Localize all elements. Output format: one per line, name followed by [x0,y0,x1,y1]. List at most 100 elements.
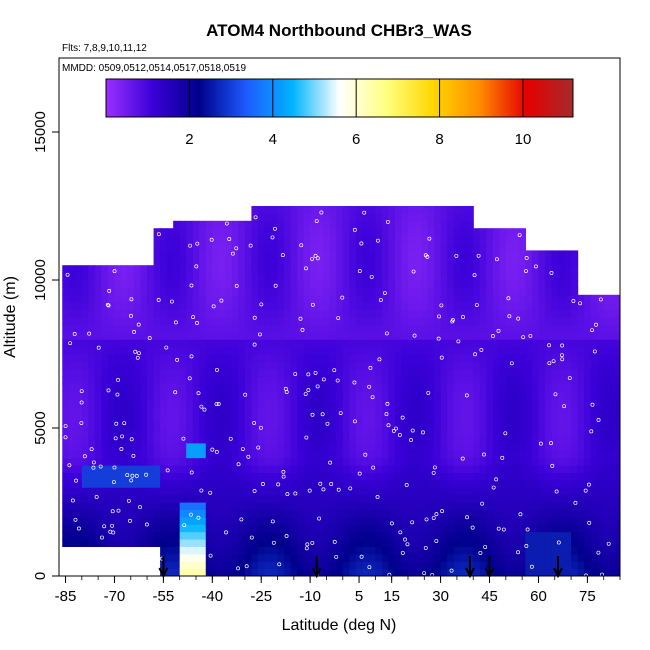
heatmap-cell [368,539,376,547]
sample-point [147,336,152,341]
heatmap-cell [147,465,155,473]
heatmap-cell [518,546,527,555]
heatmap-cell [518,228,527,237]
heatmap-cell [238,346,246,355]
heatmap-cell [114,309,122,318]
sample-point [503,431,508,436]
heatmap-cell [440,324,448,333]
heatmap-cell [264,302,272,311]
heatmap-cell [120,265,129,274]
colorbar-tick-label: 10 [515,131,532,148]
sample-point [134,473,139,478]
profile-arrows [158,556,563,579]
heatmap-cell [460,257,468,266]
heatmap-cell [355,213,363,222]
heatmap-cell [401,309,409,318]
heatmap-cell [453,524,461,533]
heatmap-cell [368,524,376,533]
heatmap-cell [75,354,83,362]
heatmap-cell [375,376,383,385]
heatmap-cell [551,383,559,392]
sample-point [293,372,298,376]
heatmap-cell [342,487,350,496]
heatmap-cell [571,302,579,311]
heatmap-cell [434,450,442,459]
heatmap-cell [166,465,174,473]
heatmap-cell [147,265,155,274]
heatmap-cell [486,413,494,422]
heatmap-cell [166,361,174,370]
heatmap-cell [251,531,259,540]
heatmap-cell [610,294,618,303]
heatmap-cell [160,265,168,274]
heatmap-cell [421,539,429,547]
heatmap-cell [551,553,559,562]
sample-point [248,243,253,248]
heatmap-cell [94,398,103,407]
heatmap-cell [401,539,409,547]
heatmap-cell [114,435,122,444]
heatmap-cell [349,428,357,436]
heatmap-cell [512,502,520,510]
heatmap-cell [166,524,174,533]
heatmap-cell [107,450,116,459]
heatmap-cell [388,361,396,370]
heatmap-cell [257,568,266,576]
heatmap-cell [179,354,187,362]
heatmap-cell [577,413,585,422]
heatmap-cell [166,509,174,518]
heatmap-cell [571,457,579,466]
heatmap-cell [342,420,350,429]
x-tick-label: -55 [153,588,175,605]
sample-point [517,233,522,238]
sample-point [384,331,389,336]
heatmap-cell [160,420,168,429]
y-tick-label: 10000 [32,259,49,301]
heatmap-cell [107,539,116,547]
heatmap-cell [323,317,331,325]
heatmap-cell [271,502,279,510]
heatmap-cell [375,398,383,407]
sample-point [549,270,554,275]
heatmap-cell [375,465,383,473]
heatmap-cell [434,465,442,473]
heatmap-cell [531,257,540,266]
heatmap-cell [140,302,148,311]
heatmap-cell [251,502,259,510]
heatmap-cell [75,391,83,399]
heatmap-cell [375,280,383,288]
heatmap-cell [564,450,572,459]
heatmap-cell [166,442,174,451]
heatmap-cell [310,391,318,399]
heatmap-cell [414,294,422,303]
heatmap-cell [492,354,500,362]
heatmap-cell [127,457,135,466]
heatmap-cell [88,465,96,473]
heatmap-cell [342,405,350,414]
heatmap-cell [160,361,168,370]
heatmap-cell [597,368,605,377]
heatmap-cell [310,213,318,222]
heatmap-cell [153,368,161,377]
heatmap-cell [225,420,233,429]
heatmap-cell [590,317,598,325]
sample-point [252,342,257,347]
heatmap-cell [375,243,383,251]
heatmap-cell [525,280,533,288]
heatmap-cell [531,354,540,362]
heatmap-cell [375,346,383,355]
heatmap-cell [303,294,311,303]
sample-point [214,449,219,454]
heatmap-cell [421,302,429,311]
heatmap-cell [394,398,403,407]
heatmap-cell [381,398,390,407]
heatmap-cell [447,405,455,414]
heatmap-cell [551,391,559,399]
heatmap-cell [225,531,233,540]
heatmap-cell [603,383,611,392]
heatmap-cell [81,302,89,311]
heatmap-cell [218,272,226,281]
heatmap-cell [590,561,598,570]
heatmap-cell [381,539,390,547]
heatmap-cell [362,531,370,540]
